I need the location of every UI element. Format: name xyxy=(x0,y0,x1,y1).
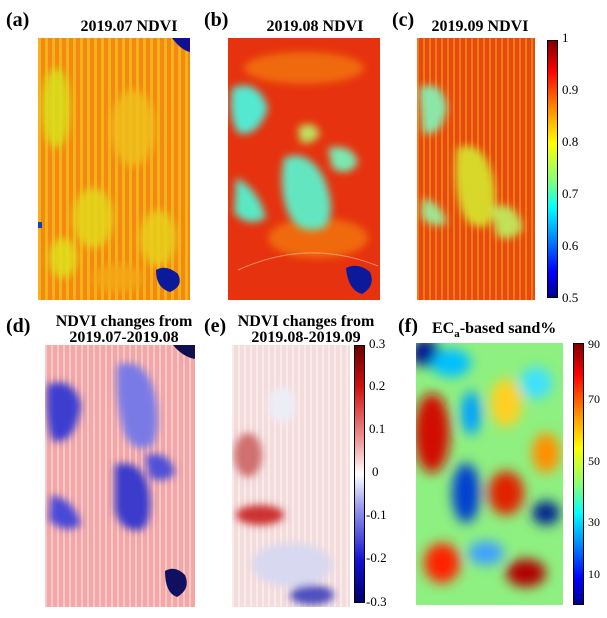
sand-tick: 70 xyxy=(588,392,600,406)
sand-tick: 90 xyxy=(588,337,600,351)
panel-title-d-line1: NDVI changes from xyxy=(55,313,193,330)
sand-colorbar xyxy=(573,343,584,605)
ndvi-change-map-08-09 xyxy=(232,345,350,607)
panel-label-f: (f) xyxy=(398,315,418,337)
change-colorbar xyxy=(354,345,365,603)
panel-label-a: (a) xyxy=(6,9,30,31)
change-tick: -0.2 xyxy=(366,550,387,565)
sand-tick: 30 xyxy=(588,515,600,529)
panel-label-e: (e) xyxy=(204,315,227,337)
panel-title-a: 2019.07 NDVI xyxy=(80,18,178,35)
ndvi-change-map-07-08 xyxy=(45,345,195,607)
panel-title-c: 2019.09 NDVI xyxy=(431,18,529,35)
change-tick: 0.3 xyxy=(369,336,386,351)
change-tick: 0.1 xyxy=(369,421,386,436)
change-tick: 0.2 xyxy=(369,378,386,393)
panel-label-c: (c) xyxy=(392,9,415,31)
panel-title-d-line2: 2019.07-2019.08 xyxy=(69,329,179,346)
panel-label-d: (d) xyxy=(6,315,31,337)
change-tick: -0.1 xyxy=(366,507,387,522)
panel-title-e-line2: 2019.08-2019.09 xyxy=(251,329,361,346)
ndvi-map-2019-09 xyxy=(417,38,535,300)
ndvi-colorbar xyxy=(547,40,558,298)
sand-tick: 50 xyxy=(588,454,600,468)
ndvi-tick: 0.5 xyxy=(562,290,579,305)
change-tick: -0.3 xyxy=(366,594,387,609)
ndvi-tick: 0.8 xyxy=(562,134,579,149)
panel-title-e-line1: NDVI changes from xyxy=(237,313,375,330)
ndvi-tick: 1 xyxy=(562,30,569,45)
change-tick: 0 xyxy=(372,464,379,479)
ndvi-map-2019-08 xyxy=(228,38,380,300)
ndvi-tick: 0.9 xyxy=(562,82,579,97)
ndvi-tick: 0.6 xyxy=(562,238,579,253)
ndvi-tick: 0.7 xyxy=(562,186,579,201)
sand-percent-map xyxy=(416,343,563,605)
panel-title-b: 2019.08 NDVI xyxy=(266,18,364,35)
sand-tick: 10 xyxy=(588,567,600,581)
panel-title-f: ECa-based sand% xyxy=(432,320,557,341)
ndvi-map-2019-07 xyxy=(38,38,190,300)
panel-label-b: (b) xyxy=(204,9,229,31)
